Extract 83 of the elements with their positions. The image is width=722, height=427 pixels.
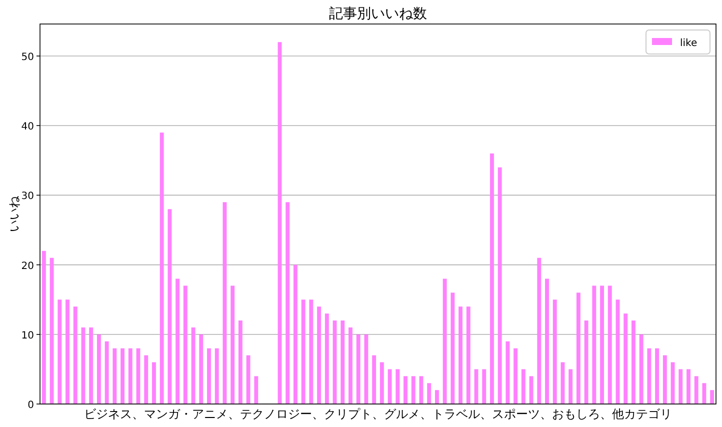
bar [317, 306, 322, 404]
bar [356, 334, 360, 404]
bar [458, 306, 462, 404]
chart-title: 記事別いいね数 [329, 6, 427, 22]
bar [608, 286, 612, 404]
bar [506, 341, 510, 404]
bar [521, 369, 526, 404]
legend: like [646, 30, 710, 54]
bar [702, 383, 706, 404]
bar [199, 334, 204, 404]
bar [537, 258, 542, 404]
bar [294, 264, 298, 404]
bar [442, 278, 447, 404]
bar [498, 167, 502, 404]
bar [324, 314, 329, 404]
bar [600, 286, 604, 404]
bar [568, 369, 573, 404]
bar [301, 300, 306, 404]
bar [388, 369, 392, 404]
y-tick-label: 10 [21, 330, 34, 342]
y-tick-label: 0 [28, 400, 34, 411]
bar [482, 369, 486, 404]
bar [427, 383, 432, 404]
bar [120, 348, 124, 404]
bar [632, 320, 636, 404]
bar [450, 292, 455, 404]
bar [112, 348, 117, 404]
bar [434, 390, 439, 404]
bar [66, 300, 70, 404]
bar [160, 132, 164, 404]
bar [545, 278, 549, 404]
bar [214, 348, 219, 404]
bar [286, 202, 290, 404]
y-tick-label: 40 [21, 122, 34, 133]
bar [678, 369, 683, 404]
bar [710, 390, 714, 404]
bar [96, 334, 101, 404]
bar [624, 314, 628, 404]
bar [686, 369, 690, 404]
bar [396, 369, 400, 404]
bar [230, 286, 235, 404]
bar [50, 258, 54, 404]
bar [372, 355, 376, 404]
bar [144, 355, 148, 404]
bar [183, 286, 188, 404]
y-axis-title: いいね [7, 195, 21, 232]
bar [380, 362, 384, 404]
bar [639, 334, 644, 404]
bar [348, 327, 352, 404]
bar [128, 348, 132, 404]
bar [655, 348, 660, 404]
bar [89, 327, 94, 404]
x-axis-title: ビジネス、マンガ・アニメ、テクノロジー、クリプト、グルメ、トラベル、スポーツ、おもしろ、他カテゴリ [84, 407, 672, 421]
bar [168, 209, 172, 404]
bar [176, 278, 180, 404]
bar [340, 320, 345, 404]
bar [309, 300, 314, 404]
bar [576, 292, 580, 404]
bar [647, 348, 652, 404]
bar [254, 376, 258, 404]
bar [411, 376, 416, 404]
bar [552, 300, 557, 404]
y-tick-label: 50 [21, 52, 34, 64]
y-tick-label: 20 [21, 260, 34, 272]
bar [238, 320, 242, 404]
bar [404, 376, 408, 404]
bar [364, 334, 368, 404]
bar [58, 300, 62, 404]
bar [514, 348, 518, 404]
legend-label: like [680, 38, 698, 49]
bar [42, 250, 46, 404]
bar [584, 320, 588, 404]
bar [104, 341, 109, 404]
bar [73, 306, 78, 404]
bar [466, 306, 470, 404]
bar [662, 355, 667, 404]
bar [207, 348, 211, 404]
bar [490, 153, 494, 404]
y-tick-label: 30 [21, 191, 34, 202]
bar [152, 362, 156, 404]
bar [694, 376, 698, 404]
bar [592, 286, 596, 404]
bar [246, 355, 250, 404]
